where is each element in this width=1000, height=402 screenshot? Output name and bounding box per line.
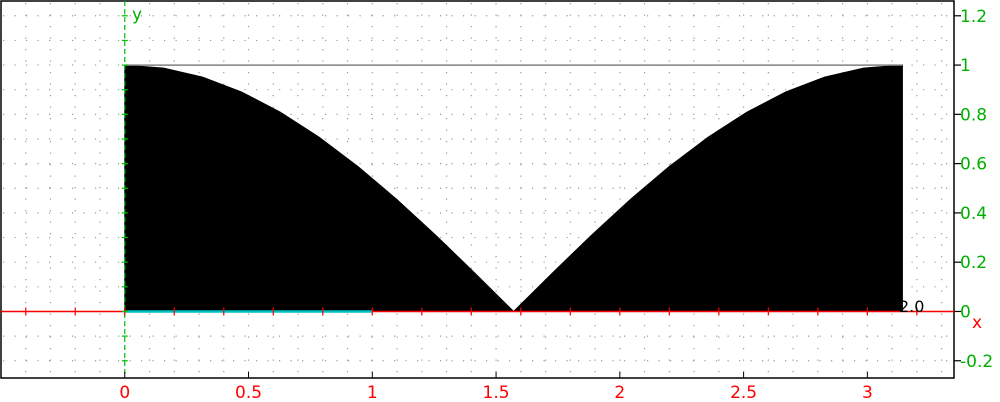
area-fill: [124, 64, 903, 313]
x-tick-label: 1: [367, 383, 378, 402]
y-axis-label: y: [132, 5, 142, 25]
x-tick-label: 0.5: [235, 383, 262, 402]
y-tick-label: 1.2: [960, 7, 987, 27]
y-tick-label: 0.6: [960, 155, 987, 175]
y-tick-label: 0.8: [960, 105, 987, 125]
axes: [1, 1, 954, 378]
x-tick-label: 2: [614, 383, 625, 402]
y-tick-label: 0.4: [960, 204, 987, 224]
x-tick-label: 1.5: [483, 383, 510, 402]
area-series: [124, 64, 903, 313]
endpoint-annotation: 2.0: [899, 297, 924, 316]
y-tick-label: 0: [960, 302, 971, 322]
x-axis-label: x: [972, 313, 982, 333]
x-tick-label: 2.5: [730, 383, 757, 402]
x-tick-label: 3: [862, 383, 873, 402]
y-tick-label: 1: [960, 56, 971, 76]
x-ticks: 0 0.5 1 1.5 2 2.5 3: [119, 372, 873, 402]
y-tick-label: 0.2: [960, 253, 987, 273]
y-tick-label: -0.2: [960, 352, 993, 372]
x-tick-label: 0: [119, 383, 130, 402]
y-ticks: 1.2 1 0.8 0.6 0.4 0.2 0 -0.2: [954, 7, 993, 372]
